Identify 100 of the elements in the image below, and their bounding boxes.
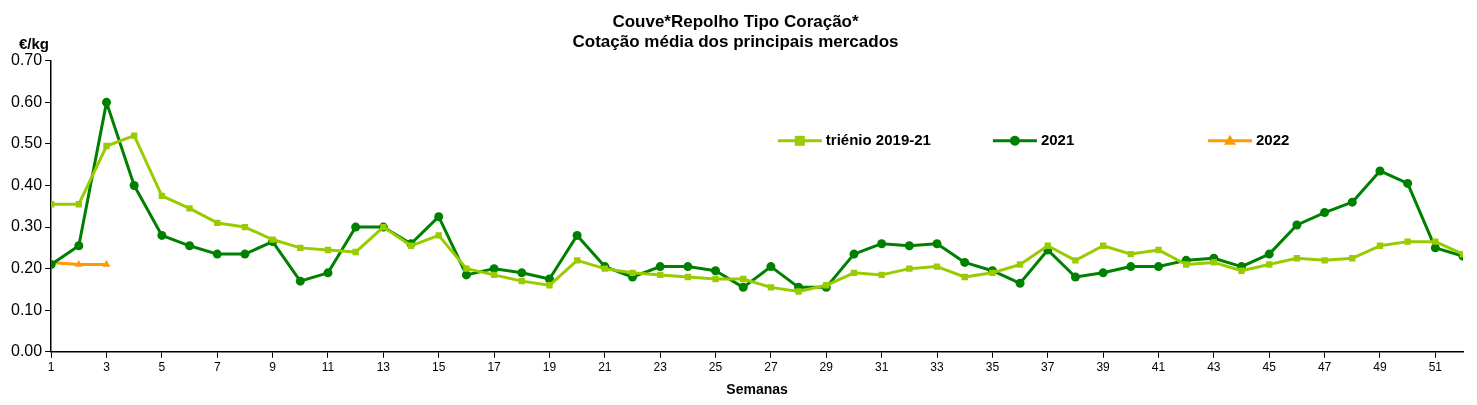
point <box>1016 261 1024 268</box>
point <box>463 265 470 272</box>
point <box>269 236 276 243</box>
legend-label: 2022 <box>1255 130 1290 148</box>
point <box>295 276 305 286</box>
x-tick-label: 29 <box>819 360 834 375</box>
y-tick-label: 0.10 <box>11 300 43 318</box>
point <box>74 260 83 267</box>
point <box>129 181 139 191</box>
x-tick-label: 51 <box>1428 360 1443 375</box>
point <box>186 205 193 212</box>
x-tick-label: 19 <box>542 360 557 375</box>
y-axis-title: €/kg <box>18 35 50 53</box>
x-tick-label: 31 <box>874 360 889 375</box>
point <box>212 249 222 259</box>
legend-label: 2021 <box>1040 130 1075 148</box>
x-tick-label: 47 <box>1317 360 1332 375</box>
legend-label: triénio 2019-21 <box>825 130 931 148</box>
point <box>767 284 775 291</box>
point <box>352 248 359 256</box>
x-tick-label: 9 <box>269 360 277 375</box>
point <box>738 282 748 292</box>
point <box>932 239 942 249</box>
point <box>1182 261 1190 268</box>
x-tick-label: 35 <box>985 360 1000 375</box>
y-tick-label: 0.40 <box>11 175 43 193</box>
x-tick-label: 27 <box>764 360 778 375</box>
point <box>323 268 333 278</box>
point <box>573 257 581 264</box>
point <box>1072 257 1079 264</box>
x-tick-label: 23 <box>653 360 668 375</box>
point <box>1321 257 1328 264</box>
point <box>1210 259 1218 266</box>
point <box>157 230 167 240</box>
x-tick-label: 21 <box>598 360 612 375</box>
x-tick-label: 33 <box>930 360 945 375</box>
point <box>655 262 665 272</box>
point <box>878 271 885 279</box>
point <box>1155 246 1162 254</box>
point <box>240 249 250 259</box>
x-tick-label: 37 <box>1041 360 1055 375</box>
point <box>103 142 110 150</box>
point <box>1238 267 1245 274</box>
point <box>683 262 693 272</box>
point <box>1126 262 1136 272</box>
point <box>517 268 527 278</box>
x-tick-label: 39 <box>1096 360 1111 375</box>
point <box>1403 178 1413 188</box>
x-tick-label: 43 <box>1207 360 1221 375</box>
point <box>906 265 913 272</box>
point <box>1098 268 1108 278</box>
point <box>435 232 442 239</box>
point <box>795 288 802 295</box>
point <box>351 222 361 232</box>
point <box>933 263 941 270</box>
point <box>1320 208 1330 218</box>
point <box>1015 278 1025 288</box>
point <box>1347 197 1357 207</box>
point <box>711 266 721 276</box>
x-tick-label: 25 <box>708 360 723 375</box>
point <box>1404 238 1411 245</box>
x-axis-title: Semanas <box>726 381 789 398</box>
y-tick-label: 0.50 <box>11 134 43 152</box>
point <box>434 212 444 222</box>
chart-subtitle: Cotação média dos principais mercados <box>572 32 899 52</box>
point <box>546 282 553 289</box>
point <box>1153 262 1163 272</box>
x-tick-label: 13 <box>376 360 391 375</box>
y-tick-label: 0.60 <box>11 92 43 110</box>
y-tick-label: 0.00 <box>11 342 43 360</box>
point <box>629 269 636 276</box>
point <box>877 239 887 249</box>
chart-title: Couve*Repolho Tipo Coração* <box>612 11 859 31</box>
x-tick-label: 45 <box>1262 360 1277 375</box>
point <box>1070 272 1080 282</box>
x-tick-label: 5 <box>158 360 166 375</box>
point <box>1292 220 1302 230</box>
point <box>572 230 582 240</box>
point <box>1266 261 1273 268</box>
point <box>1432 238 1439 245</box>
point <box>960 257 970 267</box>
x-tick-label: 3 <box>103 360 111 375</box>
point <box>1264 249 1274 259</box>
point <box>712 275 719 283</box>
x-tick-label: 15 <box>432 360 446 375</box>
x-tick-label: 11 <box>321 360 335 375</box>
x-tick-label: 7 <box>213 360 221 375</box>
y-tick-label: 0.30 <box>11 217 43 235</box>
y-tick-label: 0.20 <box>11 259 43 277</box>
point <box>849 249 859 259</box>
x-tick-label: 1 <box>47 360 55 375</box>
point <box>74 241 84 251</box>
x-tick-label: 17 <box>487 360 502 375</box>
y-tick-label: 0.70 <box>11 51 43 69</box>
x-tick-label: 49 <box>1373 360 1387 375</box>
point <box>904 241 914 251</box>
point <box>102 260 111 267</box>
x-tick-label: 41 <box>1151 360 1166 375</box>
point <box>185 241 195 251</box>
point <box>131 132 138 139</box>
